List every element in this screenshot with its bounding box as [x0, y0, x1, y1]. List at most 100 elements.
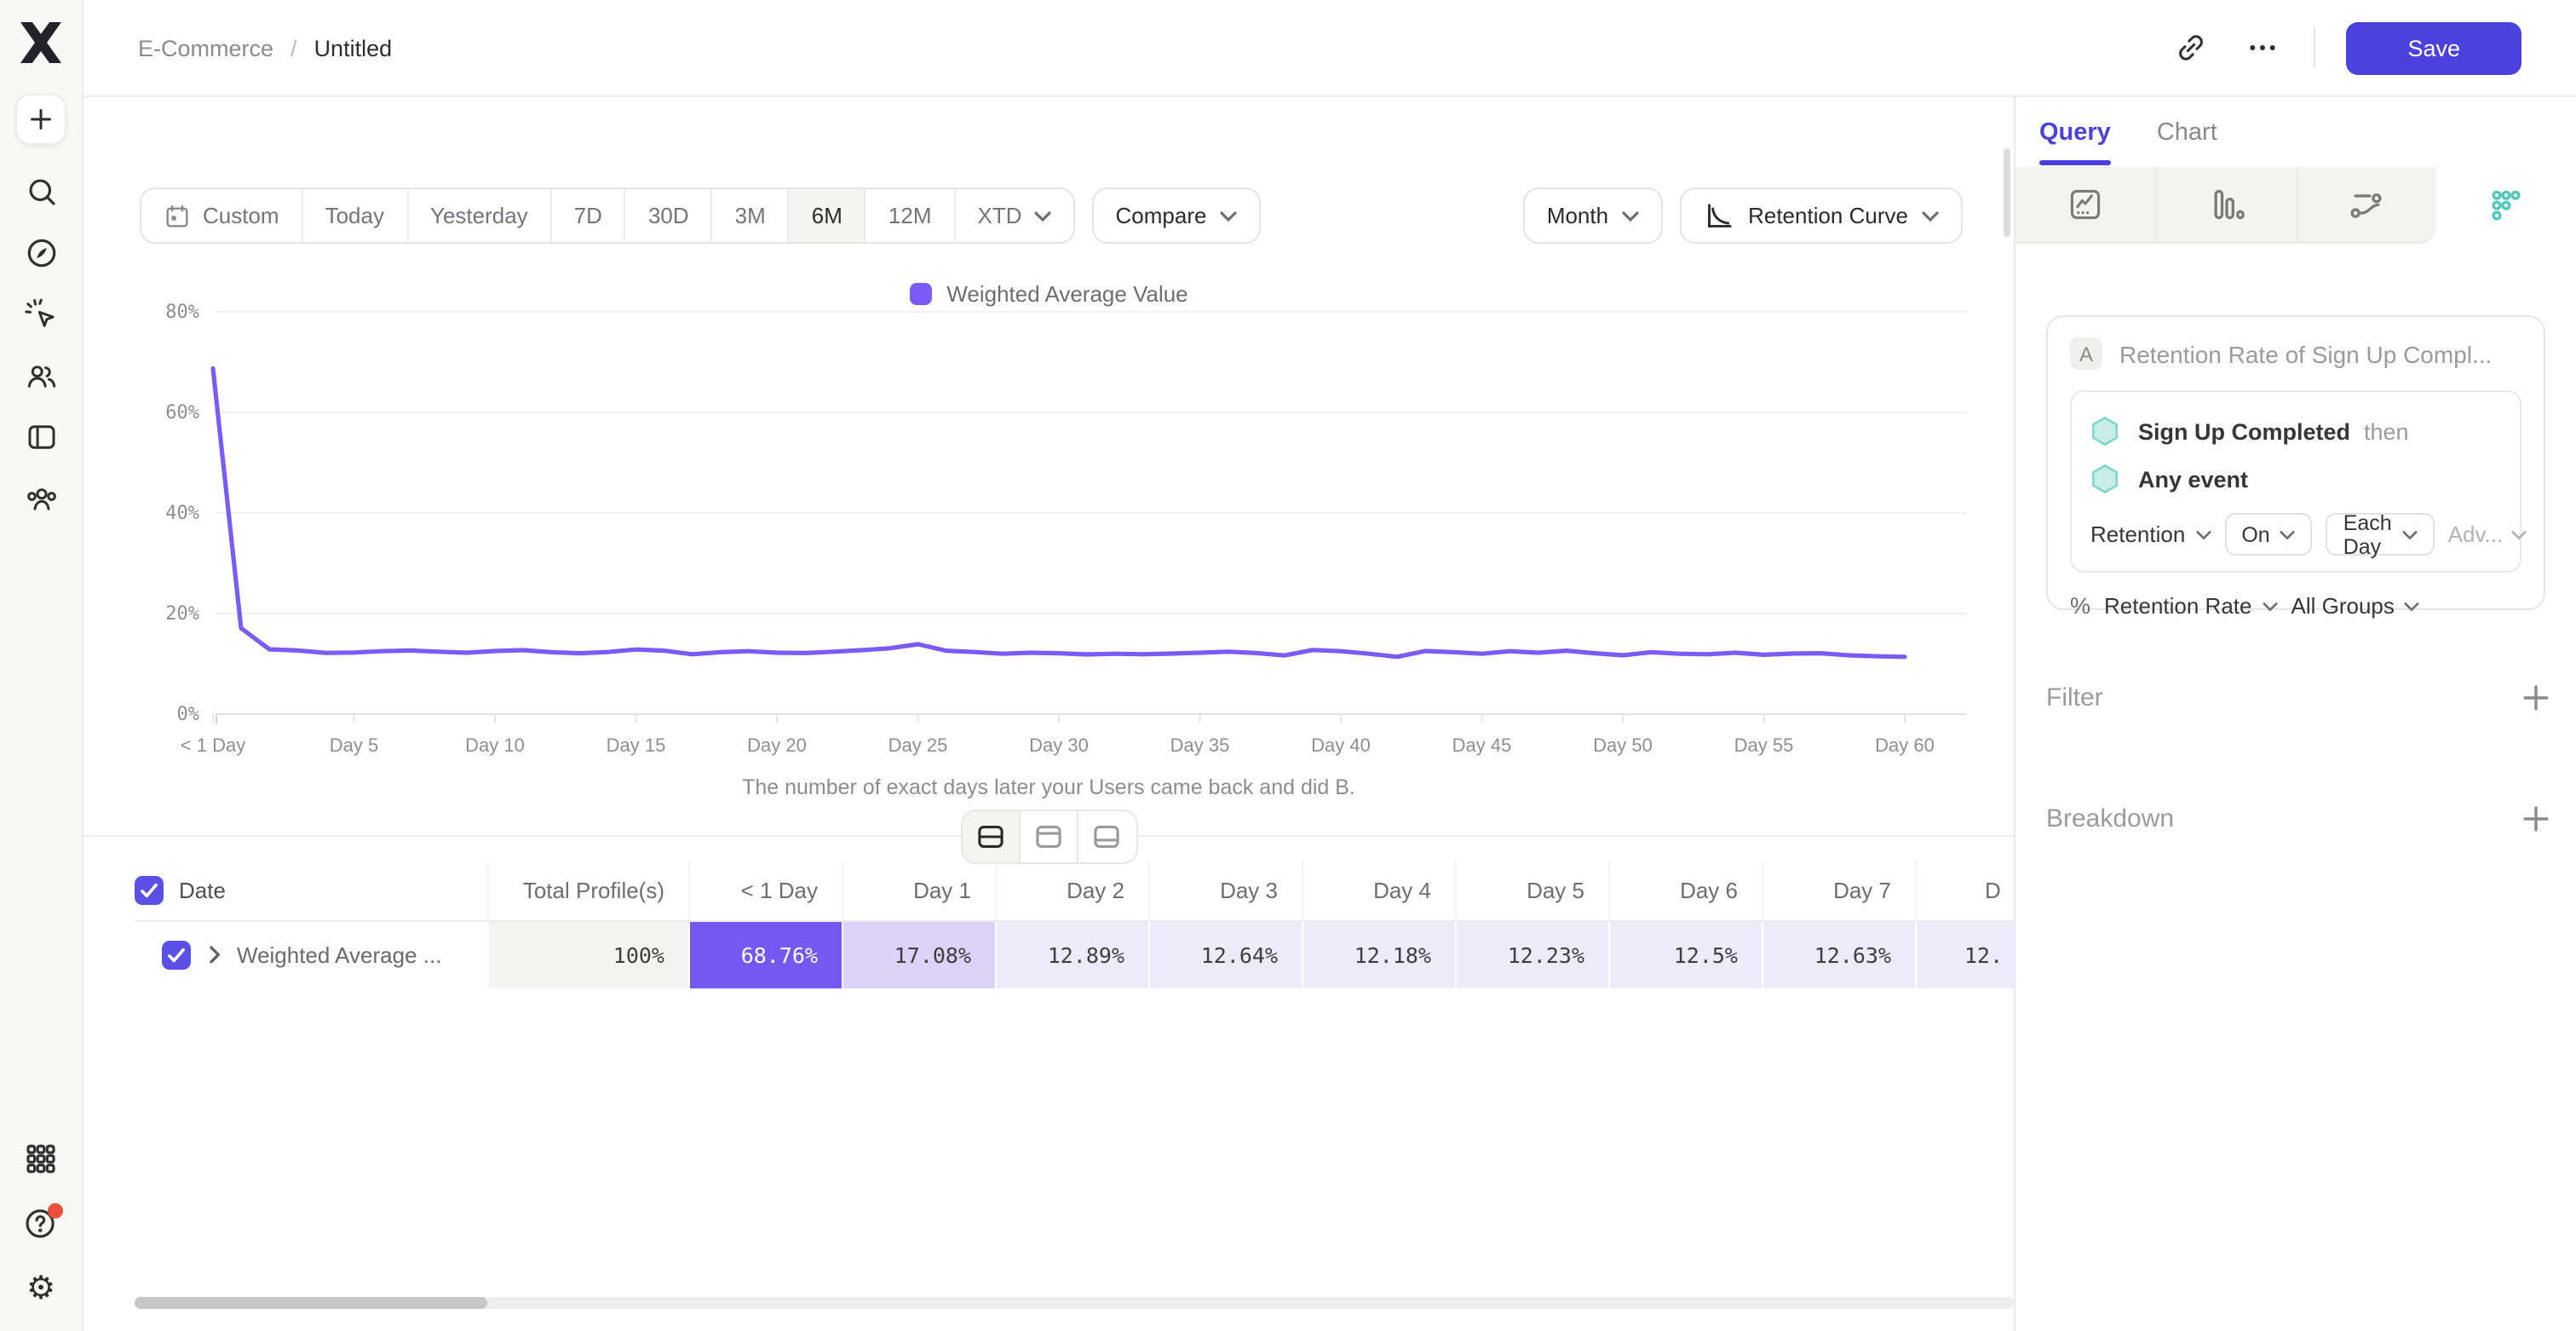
event-hexagon-icon [2090, 464, 2119, 494]
step-title[interactable]: Retention Rate of Sign Up Compl... [2119, 340, 2493, 367]
horizontal-scrollbar[interactable] [135, 1297, 2014, 1309]
column-header[interactable]: Day 6 [1608, 861, 1762, 920]
view-toggle-split[interactable] [962, 811, 1020, 862]
settings-gear-icon[interactable]: ⚙ [26, 1269, 56, 1306]
each-day-dropdown[interactable]: Each Day [2326, 510, 2435, 558]
save-button[interactable]: Save [2346, 21, 2521, 74]
column-header[interactable]: Day 7 [1762, 861, 1915, 920]
column-header[interactable]: Day 4 [1302, 861, 1455, 920]
svg-text:Day 45: Day 45 [1452, 735, 1512, 756]
column-header[interactable]: < 1 Day [688, 861, 842, 920]
left-sidebar: ⚙ [0, 0, 83, 1331]
copy-link-button[interactable] [2171, 27, 2211, 68]
range-3m[interactable]: 3M [712, 189, 790, 242]
chevron-down-icon [1033, 210, 1051, 221]
header-divider [2314, 27, 2316, 68]
range-today[interactable]: Today [302, 189, 408, 242]
value-cell[interactable]: 68.76% [688, 922, 842, 988]
column-header[interactable]: Day 1 [842, 861, 995, 920]
row-checkbox[interactable] [162, 941, 191, 970]
svg-text:Day 55: Day 55 [1734, 735, 1794, 756]
step-badge: A [2070, 337, 2102, 370]
column-header[interactable]: Day 2 [995, 861, 1148, 920]
range-30d[interactable]: 30D [625, 189, 713, 242]
percent-prefix: % [2070, 593, 2091, 619]
column-header[interactable]: D [1915, 861, 2014, 920]
value-cell[interactable]: 12.5% [1608, 922, 1762, 988]
users-icon[interactable] [22, 356, 60, 394]
tab-chart[interactable]: Chart [2156, 119, 2217, 147]
discover-compass-icon[interactable] [22, 233, 60, 271]
value-cell[interactable]: 12. [1915, 922, 2014, 988]
on-dropdown[interactable]: On [2224, 513, 2313, 556]
date-column-header[interactable]: Date [135, 876, 487, 905]
row-label: Weighted Average ... [237, 942, 442, 968]
help-button[interactable] [22, 1203, 63, 1242]
report-type-flows[interactable] [2297, 167, 2437, 244]
view-toggle-chart[interactable] [1020, 811, 1078, 862]
report-type-insights[interactable] [2015, 167, 2157, 244]
retention-chart[interactable]: 80% 60% 40% 20% 0% < 1 Day Day 5 Day 10 Day 15 Da… [83, 261, 2014, 772]
value-cell[interactable]: 12.89% [995, 922, 1148, 988]
value-cell[interactable]: 12.63% [1762, 922, 1915, 988]
value-cell[interactable]: 12.64% [1148, 922, 1302, 988]
breakdown-label: Breakdown [2046, 804, 2175, 833]
range-xtd[interactable]: XTD [955, 189, 1073, 242]
value-cell[interactable]: 12.23% [1455, 922, 1608, 988]
vertical-scrollbar-thumb[interactable] [2004, 148, 2010, 237]
apps-grid-icon[interactable] [22, 1140, 60, 1178]
granularity-dropdown[interactable]: Month [1522, 187, 1664, 244]
event-row-return[interactable]: Any event [2090, 455, 2501, 503]
row-label-cell[interactable]: Weighted Average ... [135, 922, 487, 988]
add-filter-button[interactable] [2523, 685, 2549, 711]
breadcrumb-separator: / [290, 35, 297, 60]
report-type-retention[interactable] [2436, 167, 2576, 244]
range-6m[interactable]: 6M [789, 189, 866, 242]
report-type-funnels[interactable] [2156, 167, 2297, 244]
value-cell[interactable]: 100% [487, 922, 688, 988]
value-cell[interactable]: 12.18% [1302, 922, 1455, 988]
range-12m[interactable]: 12M [865, 189, 956, 242]
svg-text:40%: 40% [165, 503, 199, 524]
breadcrumb-workspace[interactable]: E-Commerce [138, 35, 274, 60]
value-cell[interactable]: 17.08% [842, 922, 995, 988]
retention-dropdown[interactable]: Retention [2090, 521, 2211, 547]
groups-dropdown[interactable]: All Groups [2291, 593, 2420, 619]
events-cursor-icon[interactable] [22, 295, 60, 332]
chart-legend[interactable]: Weighted Average Value [83, 281, 2014, 307]
range-7d[interactable]: 7D [551, 189, 626, 242]
more-options-button[interactable] [2242, 27, 2283, 68]
select-all-checkbox[interactable] [135, 876, 164, 905]
boards-icon[interactable] [22, 418, 60, 455]
search-icon[interactable] [22, 172, 60, 210]
metric-dropdown[interactable]: Retention Rate [2104, 593, 2278, 619]
column-header[interactable]: Day 5 [1455, 861, 1608, 920]
expand-chevron-icon[interactable] [210, 946, 221, 965]
svg-text:Day 40: Day 40 [1311, 735, 1371, 756]
column-header[interactable]: Total Profile(s) [487, 861, 688, 920]
range-custom[interactable]: Custom [141, 189, 303, 242]
tab-query[interactable]: Query [2039, 119, 2111, 147]
table-row: Weighted Average ... 100% 68.76% 17.08% 12.… [135, 922, 2014, 988]
horizontal-scrollbar-thumb[interactable] [135, 1297, 487, 1309]
retention-icon [2487, 187, 2525, 224]
chart-type-dropdown[interactable]: Retention Curve [1680, 187, 1963, 244]
calendar-icon [164, 202, 191, 229]
column-header[interactable]: Day 3 [1148, 861, 1302, 920]
advanced-dropdown[interactable]: Adv... [2448, 521, 2527, 547]
compare-button[interactable]: Compare [1091, 187, 1262, 244]
svg-text:Day 10: Day 10 [465, 735, 525, 756]
event-row-born[interactable]: Sign Up Completed then [2090, 407, 2501, 455]
flows-icon [2349, 186, 2386, 223]
mixpanel-logo-icon[interactable] [19, 22, 63, 63]
cohorts-icon[interactable] [22, 479, 60, 516]
svg-text:Day 15: Day 15 [607, 735, 666, 756]
add-breakdown-button[interactable] [2523, 806, 2549, 832]
create-button[interactable] [15, 94, 66, 145]
range-yesterday[interactable]: Yesterday [408, 189, 552, 242]
svg-text:20%: 20% [165, 603, 199, 625]
chart-view-icon [1032, 821, 1064, 852]
svg-text:< 1 Day: < 1 Day [181, 735, 245, 756]
breadcrumb-title[interactable]: Untitled [313, 35, 393, 60]
view-toggle-table[interactable] [1078, 811, 1136, 862]
